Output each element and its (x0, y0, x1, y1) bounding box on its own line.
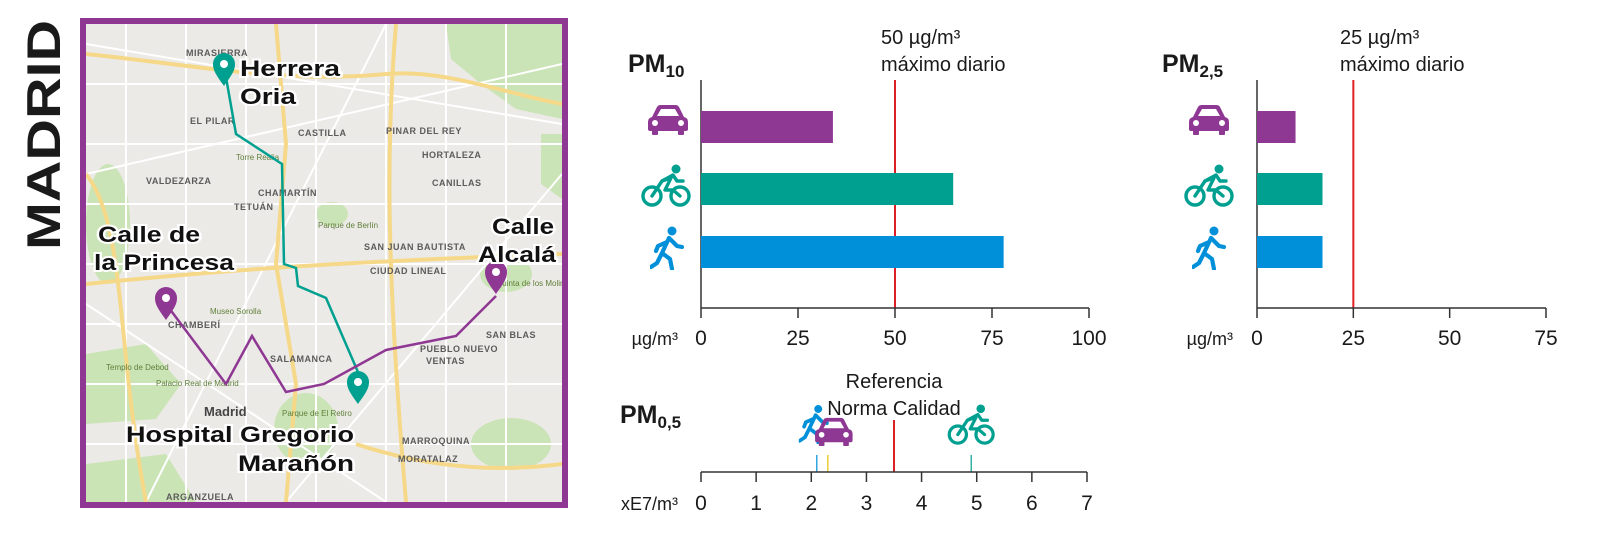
pm10-tick-label: 25 (786, 327, 809, 350)
district-label: TETUÁN (234, 202, 274, 212)
pm25-tick-label: 50 (1438, 327, 1461, 350)
district-label: EL PILAR (190, 116, 235, 126)
district-label: VALDEZARZA (146, 176, 211, 186)
pm10-tick-label: 75 (980, 327, 1003, 350)
location-label-alcala: Alcalá (478, 242, 557, 267)
district-label: SALAMANCA (270, 354, 333, 364)
pm05-tick-label: 2 (805, 492, 817, 515)
district-label: Madrid (204, 404, 247, 419)
pm05-tick-label: 4 (916, 492, 928, 515)
district-label: MARROQUINA (402, 436, 470, 446)
pm05-tick-label: 7 (1081, 492, 1093, 515)
pm25-bar-car (1257, 111, 1296, 143)
car-route (165, 295, 497, 394)
svg-text:PM0,5: PM0,5 (620, 401, 681, 432)
pm05-unit-label: xE7/m³ (621, 494, 678, 514)
bike-icon (641, 164, 691, 207)
district-label: VENTAS (426, 356, 465, 366)
pm10-bar-bike (701, 173, 954, 205)
pm05-tick-label: 5 (971, 492, 983, 515)
district-label: CASTILLA (298, 128, 347, 138)
poi-label: Parque de El Retiro (282, 409, 352, 418)
poi-label: Quinta de los Molinos (496, 279, 562, 288)
pm10-tick-label: 50 (883, 327, 906, 350)
pm25-bar-bike (1257, 173, 1323, 205)
charts-area: PM10 50 µg/m³ máximo diario 0 25 50 75 100 µ… (600, 0, 1600, 549)
pm25-ref-label-2: máximo diario (1340, 54, 1464, 76)
poi-label: Torre Realia (236, 153, 280, 162)
district-label: MIRASIERRA (186, 48, 248, 58)
poi-label: Parque de Berlín (318, 221, 378, 230)
pm25-ref-label-1: 25 µg/m³ (1340, 27, 1420, 49)
poi-label: Palacio Real de Madrid (156, 379, 239, 388)
pm25-title-sub: 2,5 (1200, 62, 1224, 81)
side-title-text: MADRID (17, 20, 70, 250)
pm05-title-sub: 0,5 (658, 413, 682, 432)
location-label-princesa: Calle de (98, 222, 200, 247)
location-label-gregorio-maranon: Marañón (238, 451, 354, 476)
pm10-bar-car (701, 111, 833, 143)
pm05-tick-label: 3 (861, 492, 873, 515)
district-label: HORTALEZA (422, 150, 481, 160)
route-map: MIRASIERRA EL PILAR CASTILLA PINAR DEL R… (80, 18, 568, 508)
pm25-title: PM (1162, 50, 1200, 78)
pm10-chart: PM10 50 µg/m³ máximo diario 0 25 50 75 100 µ… (628, 27, 1107, 350)
district-label: PINAR DEL REY (386, 126, 462, 136)
district-label: CHAMBERÍ (168, 320, 221, 330)
pm10-unit-label: µg/m³ (632, 329, 678, 349)
walk-icon (1193, 227, 1224, 270)
walk-icon (651, 227, 682, 270)
location-label-princesa: la Princesa (94, 250, 235, 275)
pm10-title-sub: 10 (666, 62, 685, 81)
svg-text:PM2,5: PM2,5 (1162, 50, 1223, 81)
district-label: CANILLAS (432, 178, 482, 188)
district-label: CIUDAD LINEAL (370, 266, 447, 276)
pm05-tick-label: 1 (750, 492, 762, 515)
pm10-title: PM (628, 50, 666, 78)
pm10-ref-label-2: máximo diario (881, 54, 1005, 76)
pm10-ref-label-1: 50 µg/m³ (881, 27, 961, 49)
pm05-chart: PM0,5 Referencia Norma Calidad 0 1 2 3 4 5 6 7 xE… (620, 371, 1093, 515)
district-label: MORATALAZ (398, 454, 458, 464)
location-label-alcala: Calle (492, 214, 554, 239)
pm25-tick-label: 75 (1534, 327, 1557, 350)
poi-label: Templo de Debod (106, 363, 169, 372)
pm10-tick-label: 0 (695, 327, 707, 350)
pm25-tick-label: 25 (1342, 327, 1365, 350)
district-label: CHAMARTÍN (258, 188, 317, 198)
car-icon (648, 105, 688, 135)
district-label: SAN JUAN BAUTISTA (364, 242, 466, 252)
pm05-reference-label: Norma Calidad (827, 398, 960, 420)
bike-icon (1184, 164, 1234, 207)
location-label-herrera-oria: Oria (240, 84, 297, 109)
location-label-herrera-oria: Herrera (240, 56, 341, 81)
district-label: SAN BLAS (486, 330, 536, 340)
pm25-chart: PM2,5 25 µg/m³ máximo diario 0 25 50 75 µg/… (1162, 27, 1558, 350)
pm05-reference-label: Referencia (846, 371, 944, 393)
car-icon (1189, 105, 1229, 135)
pm25-unit-label: µg/m³ (1187, 329, 1233, 349)
location-label-gregorio-maranon: Hospital Gregorio (126, 422, 354, 447)
pm25-tick-label: 0 (1251, 327, 1263, 350)
side-title: MADRID (14, 18, 70, 250)
pm10-tick-label: 100 (1071, 327, 1106, 350)
district-label: PUEBLO NUEVO (420, 344, 498, 354)
pm05-title: PM (620, 401, 658, 429)
bike-route (222, 65, 363, 380)
svg-text:PM10: PM10 (628, 50, 684, 81)
pm05-tick-label: 6 (1026, 492, 1038, 515)
pm10-bar-walk (701, 236, 1004, 268)
pm05-tick-label: 0 (695, 492, 707, 515)
district-label: ARGANZUELA (166, 492, 234, 502)
poi-label: Museo Sorolla (210, 307, 262, 316)
pm25-bar-walk (1257, 236, 1323, 268)
